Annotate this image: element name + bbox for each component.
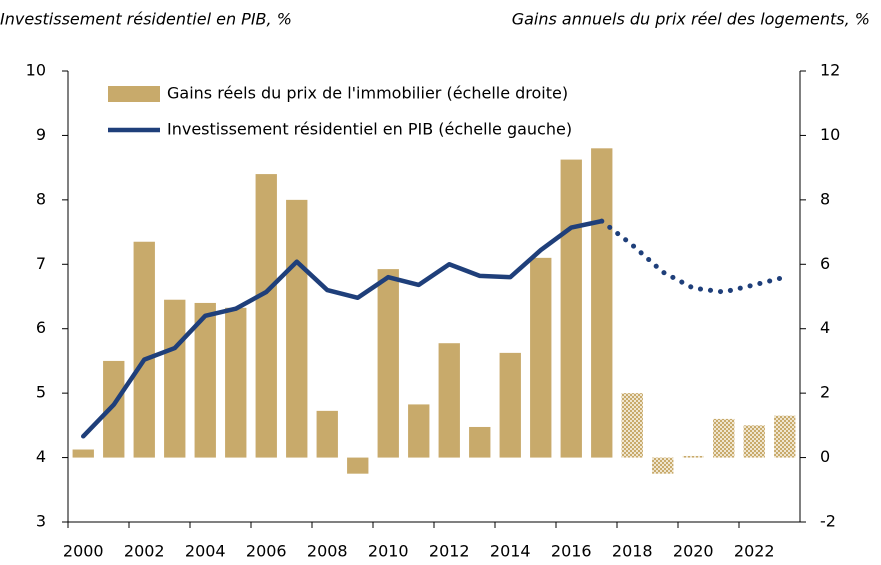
bar (652, 457, 674, 474)
bar (621, 393, 643, 458)
x-tick-label: 2006 (246, 542, 287, 561)
bar (682, 455, 704, 458)
bar (591, 148, 613, 458)
y-tick-label: 3 (36, 512, 46, 531)
bar (438, 343, 460, 458)
bar (530, 257, 552, 458)
x-tick-label: 2008 (307, 542, 348, 561)
bar (774, 415, 796, 458)
x-tick-label: 2004 (185, 542, 226, 561)
y-tick-label: 9 (36, 125, 46, 144)
y-tick-label: 8 (36, 189, 46, 208)
right-axis-title: Gains annuels du prix réel des logements… (512, 10, 870, 29)
bar (377, 269, 399, 458)
bar (347, 457, 369, 474)
bar (408, 404, 430, 458)
x-tick-label: 2000 (63, 542, 104, 561)
left-axis-title: Investissement résidentiel en PIB, % (0, 10, 292, 29)
x-tick-label: 2012 (429, 542, 470, 561)
bar (225, 307, 247, 458)
y2-tick-label: 12 (820, 61, 840, 80)
bar (560, 159, 582, 458)
x-tick-label: 2022 (734, 542, 775, 561)
bar (499, 352, 521, 458)
bar (316, 410, 338, 458)
x-tick-label: 2020 (673, 542, 714, 561)
y2-tick-label: 8 (820, 189, 830, 208)
projected-line (599, 218, 788, 295)
bar (255, 174, 277, 458)
y-tick-label: 6 (36, 318, 46, 337)
legend-label: Investissement résidentiel en PIB (échel… (167, 120, 572, 139)
bar (133, 241, 155, 458)
y2-tick-label: 2 (820, 383, 830, 402)
y-tick-label: 10 (26, 61, 46, 80)
y2-tick-label: -2 (820, 512, 836, 531)
bar (286, 199, 308, 458)
y-tick-label: 4 (36, 447, 46, 466)
x-tick-label: 2014 (490, 542, 531, 561)
legend-label: Gains réels du prix de l'immobilier (éch… (167, 84, 568, 103)
legend-swatch (108, 86, 160, 102)
bar (713, 418, 735, 458)
x-tick-label: 2018 (612, 542, 653, 561)
y-tick-label: 5 (36, 383, 46, 402)
line (81, 218, 604, 439)
y2-tick-label: 4 (820, 318, 830, 337)
bar (469, 426, 491, 458)
y-tick-label: 7 (36, 254, 46, 273)
bar (743, 425, 765, 458)
x-tick-label: 2010 (368, 542, 409, 561)
bar (103, 360, 125, 458)
bar (72, 449, 94, 458)
bar (164, 299, 186, 458)
x-tick-label: 2002 (124, 542, 165, 561)
x-tick-label: 2016 (551, 542, 592, 561)
y2-tick-label: 10 (820, 125, 840, 144)
y2-tick-label: 0 (820, 447, 830, 466)
bar (194, 302, 216, 458)
y2-tick-label: 6 (820, 254, 830, 273)
